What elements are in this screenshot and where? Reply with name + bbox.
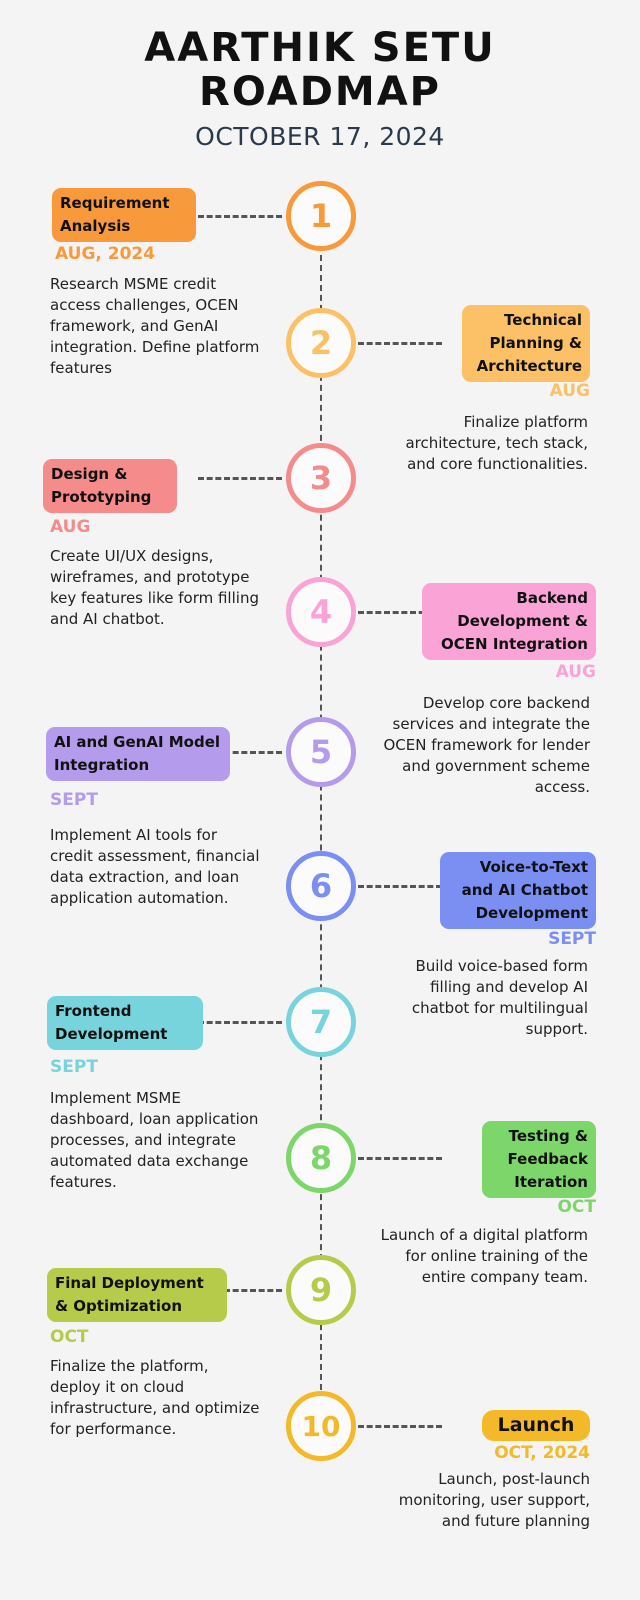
title-line-1: AARTHIK SETU (144, 25, 496, 71)
step-description: Implement AI tools for credit assessment… (50, 826, 260, 907)
title-line-2: ROADMAP (199, 69, 441, 115)
step-description: Finalize platform architecture, tech sta… (405, 413, 588, 473)
step-number-circle: 1 (286, 181, 356, 251)
step-date: OCT, 2024 (494, 1443, 590, 1463)
step-description: Finalize the platform, deploy it on clou… (50, 1357, 260, 1438)
step-number-circle: 9 (286, 1255, 356, 1325)
step-connector (358, 885, 442, 888)
step-title: Testing & Feedback Iteration (482, 1121, 596, 1198)
step-description: Implement MSME dashboard, loan applicati… (50, 1089, 259, 1191)
step-connector (358, 1425, 442, 1428)
step-title: Frontend Development (47, 996, 203, 1050)
step-date: SEPT (50, 790, 98, 810)
timeline-spine (320, 215, 322, 1420)
step-connector (198, 477, 282, 480)
step-title: Technical Planning & Architecture (462, 305, 590, 382)
step-number-circle: 6 (286, 851, 356, 921)
page-title: AARTHIK SETU ROADMAP (0, 26, 640, 114)
step-description: Launch of a digital platform for online … (380, 1226, 588, 1286)
step-date: OCT (557, 1197, 596, 1217)
step-description: Research MSME credit access challenges, … (50, 275, 260, 377)
step-description: Build voice-based form filling and devel… (411, 957, 588, 1038)
step-number-circle: 3 (286, 443, 356, 513)
step-title: Design & Prototyping (43, 459, 177, 513)
step-connector (198, 215, 282, 218)
step-title: Voice-to-Text and AI Chatbot Development (440, 852, 596, 929)
step-date: OCT (50, 1327, 89, 1347)
step-number-circle: 10 (286, 1391, 356, 1461)
step-title: Backend Development & OCEN Integration (422, 583, 596, 660)
step-number-circle: 5 (286, 717, 356, 787)
step-connector (358, 611, 442, 614)
step-date: AUG (50, 517, 91, 537)
step-description: Create UI/UX designs, wireframes, and pr… (50, 547, 259, 628)
step-number-circle: 8 (286, 1123, 356, 1193)
step-connector (358, 1157, 442, 1160)
step-number-circle: 2 (286, 308, 356, 378)
step-date: SEPT (50, 1057, 98, 1077)
step-title: AI and GenAI Model Integration (46, 727, 230, 781)
step-number-circle: 7 (286, 987, 356, 1057)
step-title: Final Deployment & Optimization (47, 1268, 227, 1322)
step-connector (198, 1021, 282, 1024)
step-connector (358, 342, 442, 345)
step-title: Requirement Analysis (52, 188, 196, 242)
roadmap-date: OCTOBER 17, 2024 (195, 122, 445, 151)
step-number-circle: 4 (286, 577, 356, 647)
step-title: Launch (482, 1410, 590, 1441)
step-description: Develop core backend services and integr… (383, 694, 590, 796)
step-description: Launch, post-launch monitoring, user sup… (398, 1470, 590, 1530)
step-date: AUG (555, 662, 596, 682)
step-date: SEPT (548, 929, 596, 949)
step-date: AUG (549, 381, 590, 401)
step-connector (198, 1289, 282, 1292)
step-connector (198, 751, 282, 754)
step-date: AUG, 2024 (55, 244, 156, 264)
